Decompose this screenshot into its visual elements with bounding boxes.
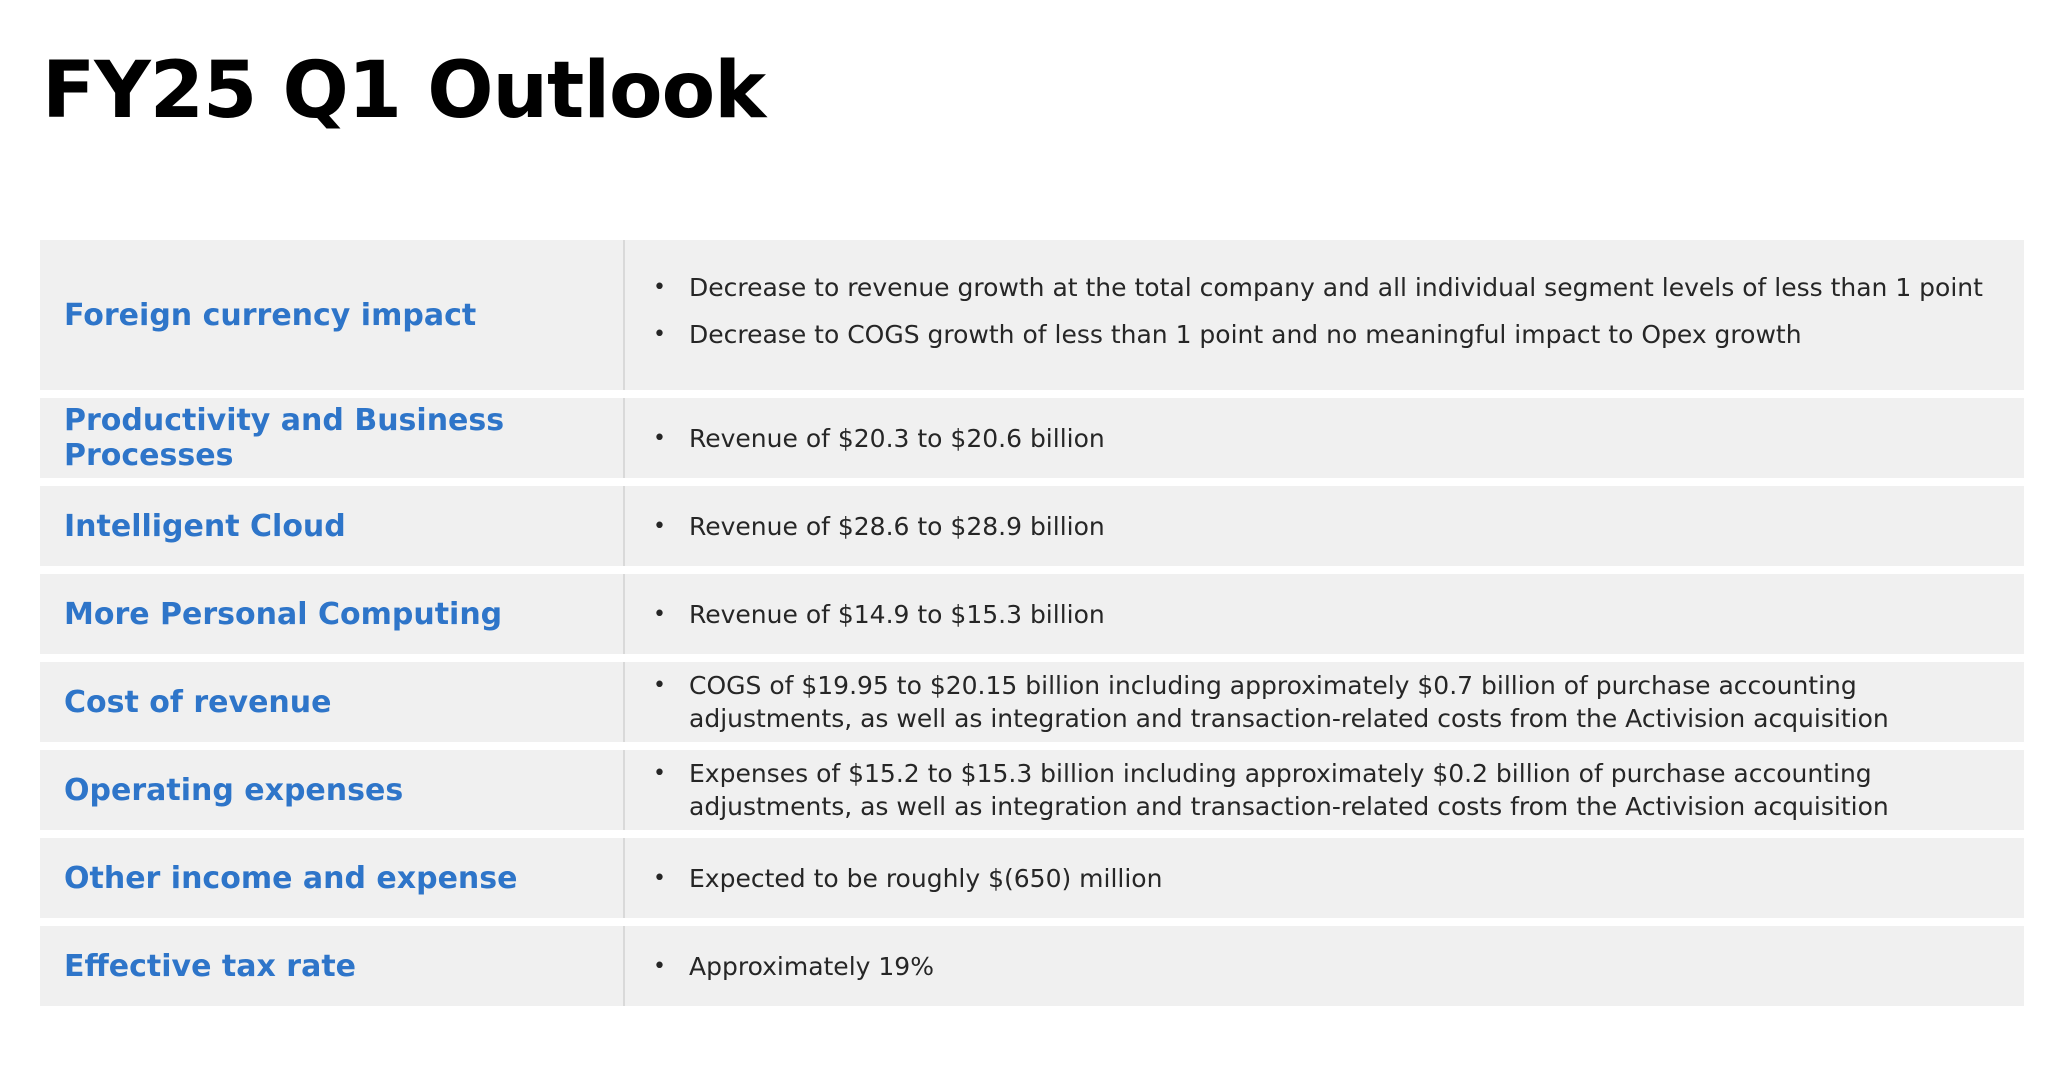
bullet-icon: • — [653, 865, 666, 891]
bullet-icon: • — [653, 322, 666, 347]
bullet-item: • Revenue of $20.3 to $20.6 billion — [653, 423, 1105, 453]
table-row: Productivity and Business Processes • Re… — [40, 398, 2024, 478]
bullet-icon: • — [653, 761, 666, 786]
row-label: Operating expenses — [64, 772, 404, 808]
row-content-cell: • Decrease to revenue growth at the tota… — [625, 240, 2024, 390]
bullet-icon: • — [653, 601, 666, 627]
row-content-cell: • COGS of $19.95 to $20.15 billion inclu… — [625, 662, 2024, 742]
row-label: Productivity and Business Processes — [64, 403, 505, 473]
row-label-cell: Cost of revenue — [40, 662, 625, 742]
bullet-icon: • — [653, 513, 666, 539]
bullet-item: • Revenue of $28.6 to $28.9 billion — [653, 511, 1105, 541]
row-label: Cost of revenue — [64, 684, 332, 720]
table-row: Effective tax rate • Approximately 19% — [40, 926, 2024, 1006]
row-label: Other income and expense — [64, 860, 518, 896]
page-title: FY25 Q1 Outlook — [42, 46, 766, 136]
bullet-item: • Decrease to COGS growth of less than 1… — [653, 320, 1802, 349]
bullet-icon: • — [653, 425, 666, 451]
table-row: Other income and expense • Expected to b… — [40, 838, 2024, 918]
table-row: Foreign currency impact • Decrease to re… — [40, 240, 2024, 390]
table-row: More Personal Computing • Revenue of $14… — [40, 574, 2024, 654]
table-row: Cost of revenue • COGS of $19.95 to $20.… — [40, 662, 2024, 742]
row-content-cell: • Approximately 19% — [625, 926, 2024, 1006]
row-label: More Personal Computing — [64, 596, 503, 632]
row-label: Foreign currency impact — [64, 297, 477, 333]
table-row: Intelligent Cloud • Revenue of $28.6 to … — [40, 486, 2024, 566]
bullet-item: • Expected to be roughly $(650) million — [653, 863, 1163, 893]
row-label-cell: Other income and expense — [40, 838, 625, 918]
row-label-cell: Foreign currency impact — [40, 240, 625, 390]
bullet-icon: • — [653, 275, 666, 300]
row-content-cell: • Expected to be roughly $(650) million — [625, 838, 2024, 918]
row-content-cell: • Revenue of $28.6 to $28.9 billion — [625, 486, 2024, 566]
table-row: Operating expenses • Expenses of $15.2 t… — [40, 750, 2024, 830]
row-label: Intelligent Cloud — [64, 508, 346, 544]
bullet-item: • Revenue of $14.9 to $15.3 billion — [653, 599, 1105, 629]
row-label-cell: Operating expenses — [40, 750, 625, 830]
row-content-cell: • Revenue of $20.3 to $20.6 billion — [625, 398, 2024, 478]
row-label-cell: More Personal Computing — [40, 574, 625, 654]
row-content-cell: • Expenses of $15.2 to $15.3 billion inc… — [625, 750, 2024, 830]
bullet-icon: • — [653, 673, 666, 698]
row-label: Effective tax rate — [64, 948, 357, 984]
bullet-item: • Expenses of $15.2 to $15.3 billion inc… — [653, 759, 1889, 821]
bullet-icon: • — [653, 953, 666, 979]
row-label-cell: Intelligent Cloud — [40, 486, 625, 566]
row-label-cell: Effective tax rate — [40, 926, 625, 1006]
row-content-cell: • Revenue of $14.9 to $15.3 billion — [625, 574, 2024, 654]
bullet-item: • Approximately 19% — [653, 951, 934, 981]
bullet-item: • Decrease to revenue growth at the tota… — [653, 273, 1983, 302]
bullet-item: • COGS of $19.95 to $20.15 billion inclu… — [653, 671, 1889, 733]
outlook-table: Foreign currency impact • Decrease to re… — [40, 240, 2024, 1014]
row-label-cell: Productivity and Business Processes — [40, 398, 625, 478]
